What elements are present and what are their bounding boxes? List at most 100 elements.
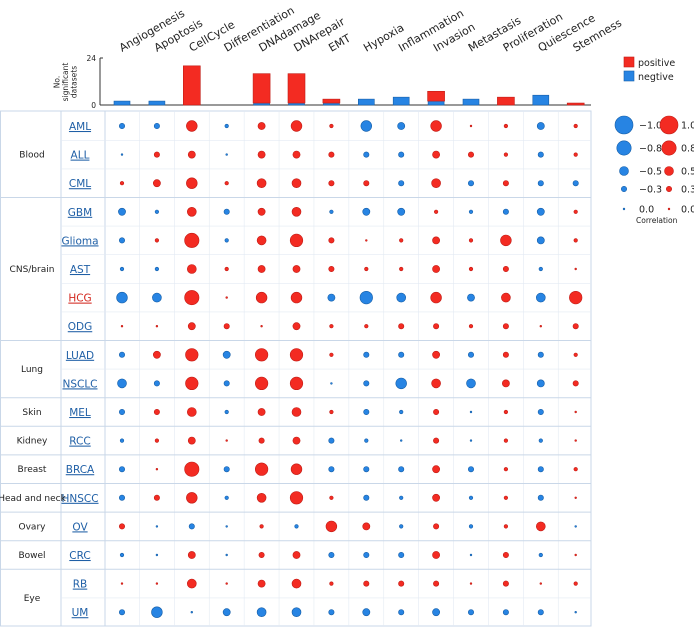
row-link-hnscc[interactable]: HNSCC xyxy=(61,493,98,505)
dot-rb-apoptosis xyxy=(155,582,159,585)
dot-odg-invasion xyxy=(433,323,440,330)
dot-cml-hypoxia xyxy=(363,180,370,187)
row-link-odg[interactable]: ODG xyxy=(68,321,93,333)
dot-all-differentiation xyxy=(225,153,228,156)
dot-cml-proliferation xyxy=(502,180,509,187)
dot-aml-quiescence xyxy=(536,122,545,130)
dot-aml-invasion xyxy=(430,120,442,132)
dot-ov-differentiation xyxy=(225,525,228,528)
dot-hnscc-dnadamage xyxy=(256,492,267,503)
dot-hcg-invasion xyxy=(430,291,442,304)
group-label-bowel: Bowel xyxy=(18,551,45,561)
dot-aml-proliferation xyxy=(503,123,509,129)
legend-title: Correlation xyxy=(636,216,678,225)
row-link-cml[interactable]: CML xyxy=(69,178,91,190)
dot-rcc-dnarepair xyxy=(292,436,301,445)
dot-rb-hypoxia xyxy=(363,580,370,587)
dot-rcc-angiogenesis xyxy=(119,438,125,443)
dot-crc-hypoxia xyxy=(363,551,370,558)
dot-glioma-differentiation xyxy=(224,238,229,243)
row-link-rcc[interactable]: RCC xyxy=(69,436,90,448)
dot-cml-dnarepair xyxy=(291,178,302,188)
dot-gbm-stemness xyxy=(573,209,578,214)
row-link-brca[interactable]: BRCA xyxy=(66,464,95,476)
dot-um-metastasis xyxy=(467,609,474,616)
dot-rcc-cellcycle xyxy=(187,436,196,445)
dot-mel-differentiation xyxy=(224,409,229,415)
dot-nsclc-hypoxia xyxy=(363,380,370,387)
dot-all-proliferation xyxy=(503,152,509,157)
dot-rcc-apoptosis xyxy=(154,438,159,443)
row-link-ast[interactable]: AST xyxy=(70,264,91,276)
row-link-um[interactable]: UM xyxy=(72,607,89,619)
dot-brca-angiogenesis xyxy=(119,466,126,473)
dot-ast-dnarepair xyxy=(292,265,301,273)
dot-glioma-invasion xyxy=(432,236,440,245)
row-link-ov[interactable]: OV xyxy=(72,521,88,533)
row-link-nsclc[interactable]: NSCLC xyxy=(62,378,97,390)
dot-hnscc-stemness xyxy=(574,496,577,499)
bar-axis-label: No. xyxy=(53,76,62,88)
dot-aml-hypoxia xyxy=(360,120,372,132)
dot-nsclc-dnarepair xyxy=(289,376,304,391)
dot-cml-quiescence xyxy=(537,180,544,187)
dot-hcg-dnarepair xyxy=(290,291,303,304)
group-label-lung: Lung xyxy=(21,365,43,375)
dot-rcc-quiescence xyxy=(538,438,543,443)
dot-cml-invasion xyxy=(431,178,441,188)
dot-hcg-inflammation xyxy=(396,292,407,303)
dot-rcc-hypoxia xyxy=(364,438,369,443)
dot-hcg-dnadamage xyxy=(255,291,268,304)
bar-negative-quiescence xyxy=(532,94,550,106)
dot-mel-cellcycle xyxy=(187,407,197,417)
dot-aml-differentiation xyxy=(224,123,229,129)
dot-odg-stemness xyxy=(572,323,579,330)
bar-positive-emt xyxy=(322,98,341,104)
dot-ov-apoptosis xyxy=(155,525,159,528)
dot-rb-inflammation xyxy=(398,580,405,587)
dot-ov-stemness xyxy=(574,525,577,528)
dot-rb-proliferation xyxy=(502,580,509,587)
row-link-rb[interactable]: RB xyxy=(73,579,88,591)
row-link-hcg[interactable]: HCG xyxy=(68,293,91,305)
dot-ast-metastasis xyxy=(468,266,474,272)
dot-cml-inflammation xyxy=(398,180,405,187)
row-link-mel[interactable]: MEL xyxy=(69,407,91,419)
dot-rcc-proliferation xyxy=(503,438,509,443)
dot-glioma-cellcycle xyxy=(184,232,200,248)
dot-rb-metastasis xyxy=(469,582,473,585)
row-link-gbm[interactable]: GBM xyxy=(68,207,92,219)
dot-ov-quiescence xyxy=(535,521,546,532)
row-link-luad[interactable]: LUAD xyxy=(66,350,94,362)
dot-luad-apoptosis xyxy=(152,350,161,359)
dot-hcg-differentiation xyxy=(225,296,228,299)
dot-nsclc-stemness xyxy=(572,380,579,387)
dot-gbm-hypoxia xyxy=(362,207,371,216)
dot-luad-metastasis xyxy=(467,351,474,358)
dot-ast-quiescence xyxy=(538,266,543,272)
dot-gbm-cellcycle xyxy=(187,207,197,217)
dot-ov-angiogenesis xyxy=(119,523,126,530)
dot-brca-differentiation xyxy=(223,466,230,473)
dot-all-dnadamage xyxy=(257,150,266,159)
row-link-glioma[interactable]: Glioma xyxy=(61,235,98,247)
dot-odg-cellcycle xyxy=(187,322,196,331)
group-label-eye: Eye xyxy=(24,594,41,604)
row-link-crc[interactable]: CRC xyxy=(69,550,90,562)
dot-odg-proliferation xyxy=(502,323,509,330)
dot-ast-emt xyxy=(328,265,335,272)
dot-odg-metastasis xyxy=(468,324,474,329)
dot-gbm-quiescence xyxy=(536,207,545,216)
dot-um-stemness xyxy=(574,610,577,614)
dot-um-quiescence xyxy=(537,609,544,616)
legend-size-positive xyxy=(665,186,672,193)
bar-axis-label: significant xyxy=(61,63,70,102)
dot-hnscc-differentiation xyxy=(224,495,229,500)
dot-hnscc-inflammation xyxy=(399,495,404,500)
dot-gbm-angiogenesis xyxy=(118,207,126,216)
dot-rcc-inflammation xyxy=(400,439,403,442)
row-link-all[interactable]: ALL xyxy=(71,150,90,162)
dot-luad-dnarepair xyxy=(289,348,304,362)
row-link-aml[interactable]: AML xyxy=(69,121,91,133)
